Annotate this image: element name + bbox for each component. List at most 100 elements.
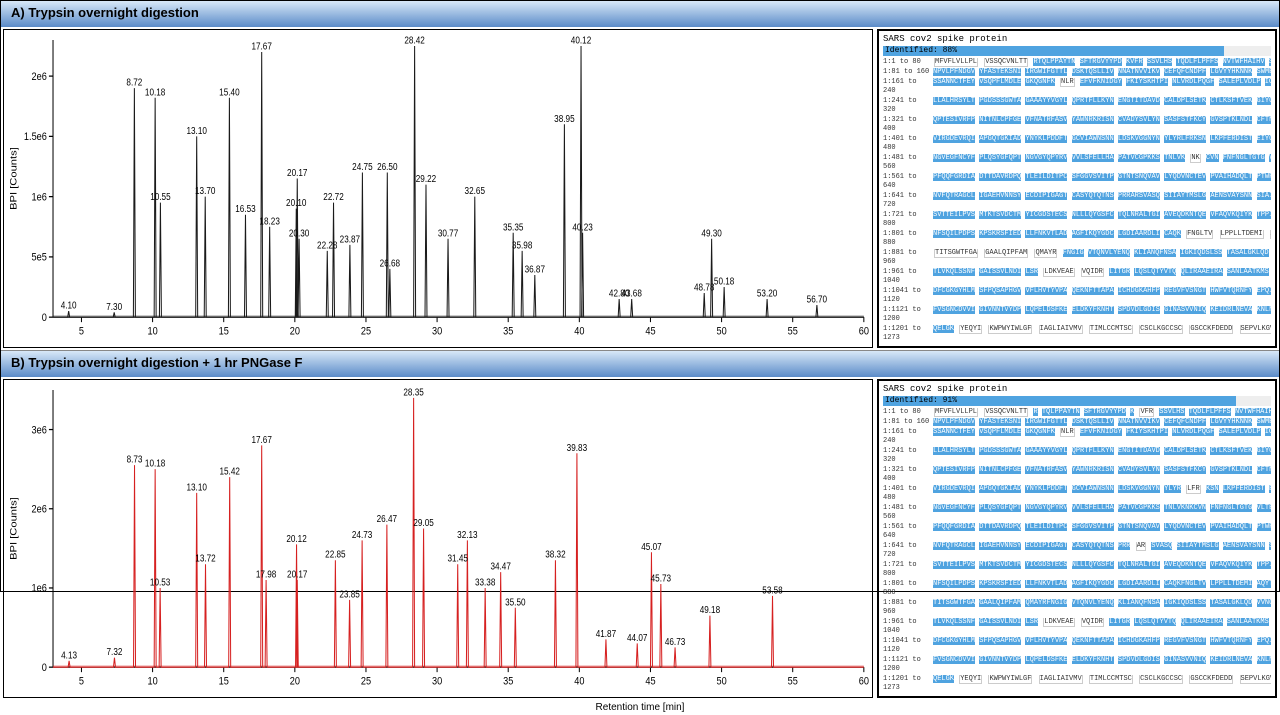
svg-text:7.32: 7.32: [107, 646, 123, 657]
panel-b: B) Trypsin overnight digestion + 1 hr PN…: [1, 351, 1279, 715]
svg-text:10.18: 10.18: [145, 458, 165, 469]
panel-b-title: B) Trypsin overnight digestion + 1 hr PN…: [1, 351, 1279, 377]
sequence-grid-a: 1:1 to 80MFVFLVLLPL VSSQCVNLTT RTQLPPAYT…: [883, 58, 1271, 344]
range-label: 1:241 to 320: [883, 97, 933, 115]
svg-text:20.17: 20.17: [287, 569, 307, 580]
panel-b-chart: 01e62e63e651015202530354045505560BPI [Co…: [3, 379, 873, 698]
svg-text:30: 30: [432, 326, 442, 338]
range-label: 1:1 to 80: [883, 408, 933, 417]
svg-text:33.38: 33.38: [475, 577, 495, 588]
svg-text:15: 15: [219, 326, 229, 338]
identified-fill-b: Identified: 91%: [883, 396, 1236, 406]
sequence-row: 1:481 to 560NGVEGFNCYF PLQSYGFQPT NGVGYQ…: [883, 154, 1271, 172]
svg-text:13.72: 13.72: [195, 553, 215, 564]
range-label: 1:481 to 560: [883, 154, 933, 172]
identified-bar-a: Identified: 88%: [883, 46, 1271, 56]
svg-text:45.07: 45.07: [641, 541, 661, 552]
sequence-row: 1:401 to 480VIRGDEVRQI APGQTGKIAD YNYKLP…: [883, 135, 1271, 153]
range-label: 1:721 to 800: [883, 561, 933, 579]
sequence-cells: MFVFLVLLPL VSSQCVNLTT R TQLPPAYTN SFTRGV…: [933, 408, 1271, 417]
sequence-row: 1:801 to 880NFSQILPDPS KPSKRSFIED LLFNKV…: [883, 230, 1271, 248]
svg-text:10.55: 10.55: [150, 191, 170, 202]
sequence-row: 1:641 to 720NVFQTRAGCL IGAEHVNNSY ECDIPI…: [883, 192, 1271, 210]
svg-text:35: 35: [503, 676, 513, 688]
svg-text:8.72: 8.72: [126, 77, 142, 88]
range-label: 1:321 to 400: [883, 116, 933, 134]
svg-text:31.45: 31.45: [447, 553, 467, 564]
svg-text:8.73: 8.73: [127, 454, 143, 465]
svg-text:13.10: 13.10: [186, 482, 206, 493]
svg-text:20.12: 20.12: [286, 533, 306, 544]
sequence-row: 1:801 to 880NFSQILPDPS KPSKRSFIED LLFNKV…: [883, 580, 1271, 598]
svg-text:26.47: 26.47: [377, 513, 397, 524]
sequence-cells: SSANNCTFEY VSQPFLMDLE GKQGNFK NLR EFVFKN…: [933, 78, 1271, 96]
range-label: 1:81 to 160: [883, 418, 933, 427]
svg-text:34.47: 34.47: [490, 561, 510, 572]
range-label: 1:881 to 960: [883, 249, 933, 267]
sequence-grid-b: 1:1 to 80MFVFLVLLPL VSSQCVNLTT R TQLPPAY…: [883, 408, 1271, 694]
range-label: 1:881 to 960: [883, 599, 933, 617]
sequence-row: 1:161 to 240SSANNCTFEY VSQPFLMDLE GKQGNF…: [883, 78, 1271, 96]
sequence-row: 1:481 to 560NGVEGFNCYF PLQSYGFQPT NGVGYQ…: [883, 504, 1271, 522]
range-label: 1:561 to 640: [883, 523, 933, 541]
svg-text:25: 25: [361, 676, 371, 688]
svg-text:10: 10: [147, 676, 157, 688]
svg-text:17.98: 17.98: [256, 569, 276, 580]
range-label: 1:801 to 880: [883, 580, 933, 598]
svg-text:1e6: 1e6: [32, 583, 48, 595]
svg-text:45.73: 45.73: [651, 573, 671, 584]
svg-text:50: 50: [716, 326, 726, 338]
sequence-cells: QELGK YEQYI KWPWYIWLGF IAGLIAIVMV TIMLCC…: [933, 325, 1271, 343]
svg-text:44.07: 44.07: [627, 632, 647, 643]
svg-text:24.75: 24.75: [352, 161, 372, 172]
svg-text:26.68: 26.68: [380, 258, 400, 269]
svg-text:17.67: 17.67: [251, 41, 271, 52]
panel-a-coverage: SARS cov2 spike protein Identified: 88% …: [877, 29, 1277, 348]
range-label: 1:1121 to 1200: [883, 306, 933, 324]
svg-text:30: 30: [432, 676, 442, 688]
svg-text:43.68: 43.68: [621, 288, 641, 299]
sequence-row: 1:1121 to 1200FVSGNCDVVI GIVNNTVYDP LQPE…: [883, 656, 1271, 674]
sequence-row: 1:721 to 800SVTTEILPVS MTKTSVDCTM YICGDS…: [883, 211, 1271, 229]
sequence-row: 1:1 to 80MFVFLVLLPL VSSQCVNLTT R TQLPPAY…: [883, 408, 1271, 417]
sequence-cells: TITSGWTFGA GAALQIPFAM QMAYRFNGIG VTQNVLY…: [933, 599, 1271, 617]
range-label: 1:1041 to 1120: [883, 287, 933, 305]
svg-text:46.73: 46.73: [665, 636, 685, 647]
sequence-cells: DFCGKGYHLM SFPQSAPHGV VFLHVTYVPA QEKNFTT…: [933, 287, 1271, 305]
sequence-cells: FVSGNCDVVI GIVNNTVYDP LQPELDSFKE ELDKYFK…: [933, 656, 1271, 674]
range-label: 1:241 to 320: [883, 447, 933, 465]
svg-text:35.35: 35.35: [503, 222, 523, 233]
svg-text:23.85: 23.85: [339, 589, 359, 600]
sequence-cells: SSANNCTFEY VSQPFLMDLE GKQGNFK NLR EFVFKN…: [933, 428, 1271, 446]
sequence-row: 1:1 to 80MFVFLVLLPL VSSQCVNLTT RTQLPPAYT…: [883, 58, 1271, 67]
range-label: 1:481 to 560: [883, 504, 933, 522]
sequence-row: 1:161 to 240SSANNCTFEY VSQPFLMDLE GKQGNF…: [883, 428, 1271, 446]
svg-text:40: 40: [574, 676, 584, 688]
sequence-cells: PFQQFGRDIA DTTDAVRDPQ TLEILDITPC SFGGVSV…: [933, 523, 1271, 541]
svg-text:50.18: 50.18: [714, 276, 734, 287]
identified-bar-b: Identified: 91%: [883, 396, 1271, 406]
sequence-cells: FVSGNCDVVI GIVNNTVYDP LQPELDSFKE ELDKYFK…: [933, 306, 1271, 324]
svg-text:0: 0: [42, 662, 47, 674]
svg-text:1.5e6: 1.5e6: [24, 131, 47, 143]
svg-text:2e6: 2e6: [32, 504, 48, 516]
svg-text:5: 5: [79, 676, 84, 688]
protein-name-b: SARS cov2 spike protein: [883, 385, 1271, 394]
svg-text:53.58: 53.58: [762, 585, 782, 596]
svg-text:25: 25: [361, 326, 371, 338]
range-label: 1:641 to 720: [883, 192, 933, 210]
sequence-cells: QPTESIVRFP NITNLCPFGE VFNATRFASV YAWNRKR…: [933, 466, 1271, 484]
svg-text:35.50: 35.50: [505, 597, 525, 608]
sequence-row: 1:881 to 960TITSGWTFGA GAALQIPFAM QMAYRF…: [883, 599, 1271, 617]
svg-text:55: 55: [788, 326, 798, 338]
svg-text:0: 0: [42, 312, 47, 324]
sequence-cells: QELGK YEQYI KWPWYIWLGF IAGLIAIVMV TIMLCC…: [933, 675, 1271, 693]
sequence-cells: NFSQILPDPS KPSKRSFIED LLFNKVTLAD AGFIKQY…: [933, 230, 1271, 248]
sequence-cells: PFQQFGRDIA DTTDAVRDPQ TLEILDITPC SFGGVSV…: [933, 173, 1271, 191]
identified-fill-a: Identified: 88%: [883, 46, 1224, 56]
svg-text:17.67: 17.67: [251, 434, 271, 445]
range-label: 1:961 to 1040: [883, 268, 933, 286]
svg-text:5e5: 5e5: [32, 252, 48, 264]
svg-text:49.18: 49.18: [700, 604, 720, 615]
svg-text:3e6: 3e6: [32, 425, 48, 437]
